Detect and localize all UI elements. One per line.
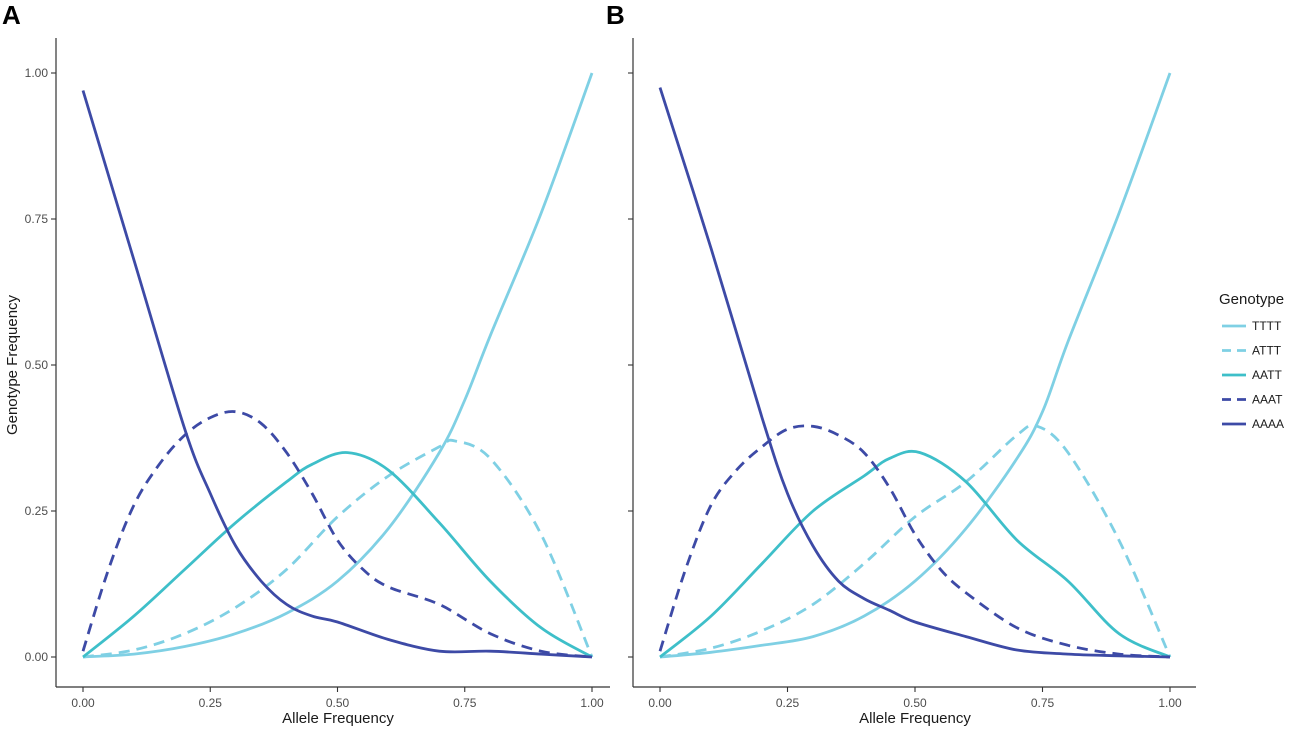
series-line-aaat-a	[81, 410, 593, 659]
series-line-tttt-a	[82, 72, 594, 659]
series-line-aatt-a	[82, 451, 593, 659]
x-axis-title-b: Allele Frequency	[859, 710, 971, 727]
y-axis-title-a: Genotype Frequency	[4, 294, 21, 435]
series-group-b	[658, 72, 1172, 659]
panel-a: A Genotype Frequency Allele Frequency 0.…	[2, 0, 610, 727]
series-group-a	[81, 72, 594, 659]
x-tick-label-a: 0.50	[326, 696, 350, 710]
x-tick-label-b: 1.00	[1158, 696, 1182, 710]
x-tick-label-a: 1.00	[580, 696, 604, 710]
x-tick-label-a: 0.00	[71, 696, 95, 710]
series-line-aaaa-a	[81, 90, 593, 659]
y-tick-label-a: 0.00	[25, 650, 49, 664]
x-axis-title-a: Allele Frequency	[282, 710, 394, 727]
legend-title: Genotype	[1219, 291, 1284, 308]
legend-items: TTTT ATTT AATT AAAT AAAA	[1222, 319, 1284, 431]
x-tick-label-b: 0.00	[648, 696, 672, 710]
x-tick-label-b: 0.75	[1031, 696, 1055, 710]
legend: Genotype TTTT ATTT AATT AAAT AAAA	[1219, 291, 1284, 431]
x-tick-label-b: 0.50	[903, 696, 927, 710]
legend-label-aaat: AAAT	[1252, 393, 1283, 407]
legend-label-aatt: AATT	[1252, 368, 1282, 382]
legend-label-tttt: TTTT	[1252, 319, 1282, 333]
series-line-tttt-b	[659, 72, 1172, 659]
series-line-aaat-b	[658, 424, 1171, 659]
panel-letter-b: B	[606, 0, 625, 30]
legend-label-attt: ATTT	[1252, 344, 1282, 358]
series-line-aatt-b	[659, 449, 1171, 659]
panel-letter-a: A	[2, 0, 21, 30]
y-tick-label-a: 0.75	[25, 212, 49, 226]
axes-a: 0.00 0.25 0.50 0.75 1.00 0.00 0.25 0.50 0.75 1.00	[25, 38, 610, 710]
y-tick-label-a: 0.50	[25, 358, 49, 372]
x-tick-label-a: 0.25	[199, 696, 223, 710]
x-tick-label-a: 0.75	[453, 696, 477, 710]
series-line-aaaa-b	[658, 87, 1171, 659]
y-tick-label-a: 1.00	[25, 66, 49, 80]
series-line-attt-b	[659, 423, 1172, 659]
axes-b: 0.00 0.25 0.50 0.75 1.00	[628, 38, 1196, 710]
y-tick-label-a: 0.25	[25, 504, 49, 518]
panel-b: B Allele Frequency 0.00 0.25 0.50 0.75 1.00	[606, 0, 1196, 727]
x-tick-label-b: 0.25	[776, 696, 800, 710]
legend-label-aaaa: AAAA	[1252, 417, 1284, 431]
series-line-attt-a	[82, 438, 594, 659]
